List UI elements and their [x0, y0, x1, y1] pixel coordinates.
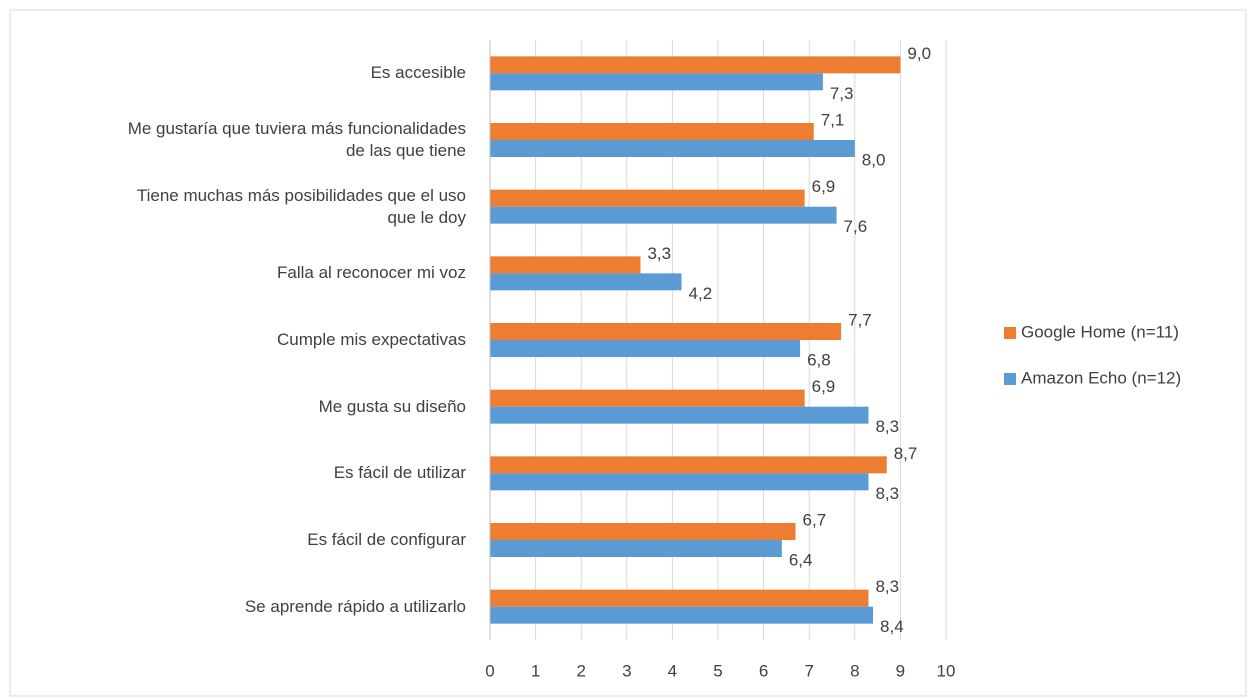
data-label: 3,3	[647, 244, 671, 263]
data-label: 7,3	[830, 84, 854, 103]
data-label: 6,7	[803, 510, 827, 529]
bar	[490, 340, 801, 357]
y-tick-label: Tiene muchas más posibilidades que el us…	[136, 185, 466, 227]
bar	[490, 323, 842, 340]
y-tick-label: Me gustaría que tuviera más funcionalida…	[127, 119, 466, 160]
bar	[490, 123, 814, 140]
y-tick-label: Es fácil de utilizar	[333, 463, 466, 483]
y-tick-label: Me gusta su diseño	[318, 396, 466, 416]
data-label: 6,9	[812, 177, 836, 196]
y-tick-label: Se aprende rápido a utilizarlo	[244, 596, 466, 616]
bar	[490, 273, 682, 291]
data-label: 8,4	[880, 617, 904, 636]
data-label: 7,1	[821, 110, 845, 129]
data-label: 8,3	[875, 417, 899, 436]
legend-swatch	[1004, 373, 1016, 385]
x-tick-label: 5	[713, 661, 722, 680]
legend-label: Google Home (n=11)	[1021, 322, 1179, 341]
y-tick-label: Es accesible	[370, 63, 466, 83]
data-label: 8,7	[894, 444, 918, 463]
x-tick-label: 8	[850, 661, 859, 680]
data-label: 4,2	[689, 284, 713, 303]
legend-label: Amazon Echo (n=12)	[1021, 368, 1181, 387]
x-tick-label: 6	[759, 661, 768, 680]
bar	[490, 189, 805, 207]
bar	[490, 606, 874, 624]
data-label: 6,9	[812, 377, 836, 396]
bar	[490, 523, 796, 540]
x-tick-label: 3	[622, 661, 631, 680]
bar	[490, 206, 837, 224]
x-tick-label: 7	[804, 661, 813, 680]
x-tick-label: 10	[937, 661, 956, 680]
bar	[490, 589, 869, 607]
bar	[490, 406, 869, 424]
x-tick-label: 1	[531, 661, 540, 680]
data-label: 8,0	[862, 150, 886, 169]
bar	[490, 456, 887, 474]
chart-border	[9, 9, 1247, 697]
bar	[490, 56, 901, 74]
bar	[490, 73, 823, 91]
bar	[490, 540, 782, 557]
bar	[490, 256, 641, 274]
y-tick-label: Es fácil de configurar	[307, 530, 466, 549]
data-label: 6,4	[789, 550, 813, 569]
data-label: 9,0	[907, 44, 931, 63]
bar	[490, 389, 805, 407]
y-tick-label: Cumple mis expectativas	[277, 330, 466, 349]
x-tick-label: 4	[668, 661, 677, 680]
data-label: 8,3	[875, 484, 899, 503]
x-tick-label: 0	[485, 661, 494, 680]
legend-swatch	[1004, 327, 1016, 339]
data-label: 8,3	[875, 577, 899, 596]
x-tick-label: 2	[576, 661, 585, 680]
data-label: 6,8	[807, 350, 831, 369]
bar	[490, 140, 855, 157]
x-tick-label: 9	[896, 661, 905, 680]
data-label: 7,6	[844, 217, 868, 236]
data-label: 7,7	[848, 310, 872, 329]
bar	[490, 473, 869, 491]
y-tick-label: Falla al reconocer mi voz	[277, 263, 466, 283]
